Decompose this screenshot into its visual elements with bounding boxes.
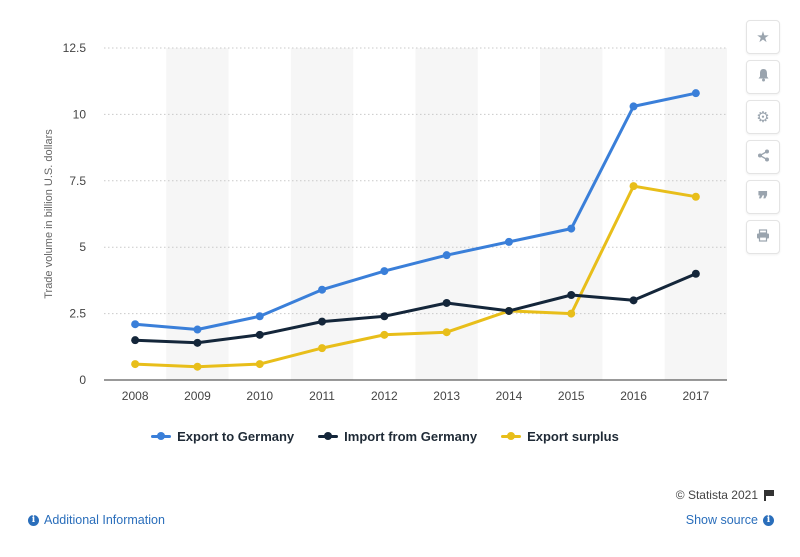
share-button[interactable] [746, 140, 780, 174]
flag-icon [764, 489, 774, 501]
data-point[interactable] [255, 330, 264, 339]
cite-button[interactable]: ❞ [746, 180, 780, 214]
legend-item[interactable]: Export to Germany [151, 428, 294, 444]
data-point[interactable] [318, 317, 327, 326]
x-tick-label: 2010 [246, 389, 273, 403]
side-toolbar: ★ ⚙ ❞ [746, 20, 780, 254]
favorite-button[interactable]: ★ [746, 20, 780, 54]
series-line [133, 91, 698, 331]
print-button[interactable] [746, 220, 780, 254]
legend-label: Export to Germany [177, 428, 295, 444]
x-tick-label: 2009 [184, 389, 211, 403]
data-point[interactable] [380, 267, 389, 276]
data-point[interactable] [255, 360, 264, 369]
y-tick-label: 0 [79, 373, 86, 387]
y-tick-label: 10 [73, 107, 87, 121]
data-point[interactable] [567, 309, 576, 318]
data-point[interactable] [567, 291, 576, 300]
data-point[interactable] [691, 269, 700, 278]
alternating-bands [166, 48, 727, 380]
data-point[interactable] [380, 312, 389, 321]
quote-icon: ❞ [757, 189, 769, 211]
info-icon: i [28, 514, 39, 526]
series-import-from-germany [131, 269, 700, 347]
data-point[interactable] [504, 237, 513, 246]
legend-swatch [151, 428, 172, 444]
data-point[interactable] [255, 312, 264, 321]
data-point[interactable] [504, 306, 513, 315]
data-point[interactable] [193, 362, 202, 371]
data-point[interactable] [131, 320, 140, 329]
legend-swatch [318, 428, 339, 444]
y-tick-label: 7.5 [69, 174, 86, 188]
additional-information-label: Additional Information [44, 513, 165, 527]
legend-item[interactable]: Import from Germany [318, 428, 477, 444]
data-point[interactable] [193, 338, 202, 347]
info-icon: i [763, 514, 774, 526]
credit-text: © Statista 2021 [675, 488, 758, 502]
band [540, 48, 603, 380]
data-point[interactable] [442, 298, 451, 307]
x-tick-labels: 2008 2009 2010 2011 2012 2013 2014 2015 2016 2017 [122, 389, 710, 403]
legend-label: Export surplus [527, 428, 619, 444]
statista-credit[interactable]: © Statista 2021 [676, 488, 774, 502]
y-tick-labels: 0 2.5 5 7.5 10 12.5 [63, 41, 87, 387]
bell-icon [757, 68, 770, 86]
data-point[interactable] [629, 182, 638, 191]
y-axis-label: Trade volume in billion U.S. dollars [43, 129, 55, 299]
settings-button[interactable]: ⚙ [746, 100, 780, 134]
print-icon [756, 228, 770, 246]
data-point[interactable] [380, 330, 389, 339]
x-tick-label: 2014 [496, 389, 523, 403]
y-tick-label: 12.5 [63, 41, 87, 55]
x-tick-label: 2017 [682, 389, 709, 403]
data-point[interactable] [131, 336, 140, 345]
x-tick-label: 2015 [558, 389, 585, 403]
legend: Export to Germany Import from Germany Expo… [0, 428, 770, 444]
series-export-to-germany [131, 89, 700, 334]
show-source-label: Show source [685, 513, 758, 527]
notification-button[interactable] [746, 60, 780, 94]
share-icon [757, 149, 770, 166]
data-point[interactable] [691, 89, 700, 98]
data-point[interactable] [318, 285, 327, 294]
legend-swatch [501, 428, 522, 444]
series-lines [131, 89, 700, 371]
series-line [133, 184, 698, 369]
star-icon: ★ [756, 29, 770, 46]
data-point[interactable] [131, 360, 140, 369]
gear-icon: ⚙ [756, 109, 770, 126]
additional-information-link[interactable]: i Additional Information [28, 513, 165, 527]
series-line [133, 272, 698, 345]
data-point[interactable] [567, 224, 576, 233]
data-point[interactable] [629, 296, 638, 305]
x-tick-label: 2012 [371, 389, 398, 403]
data-point[interactable] [442, 251, 451, 260]
data-point[interactable] [193, 325, 202, 334]
y-tick-label: 2.5 [69, 307, 86, 321]
x-tick-label: 2013 [433, 389, 460, 403]
x-tick-label: 2011 [309, 389, 335, 403]
data-point[interactable] [691, 192, 700, 201]
band [290, 48, 354, 380]
band [664, 48, 727, 380]
data-point[interactable] [629, 102, 638, 111]
series-export-surplus [131, 182, 700, 371]
data-point[interactable] [318, 344, 327, 353]
show-source-link[interactable]: Show source i [686, 513, 774, 527]
data-point[interactable] [442, 328, 451, 337]
legend-item[interactable]: Export surplus [501, 428, 619, 444]
x-tick-label: 2008 [122, 389, 149, 403]
legend-label: Import from Germany [344, 428, 478, 444]
y-tick-label: 5 [79, 240, 86, 254]
x-tick-label: 2016 [620, 389, 647, 403]
